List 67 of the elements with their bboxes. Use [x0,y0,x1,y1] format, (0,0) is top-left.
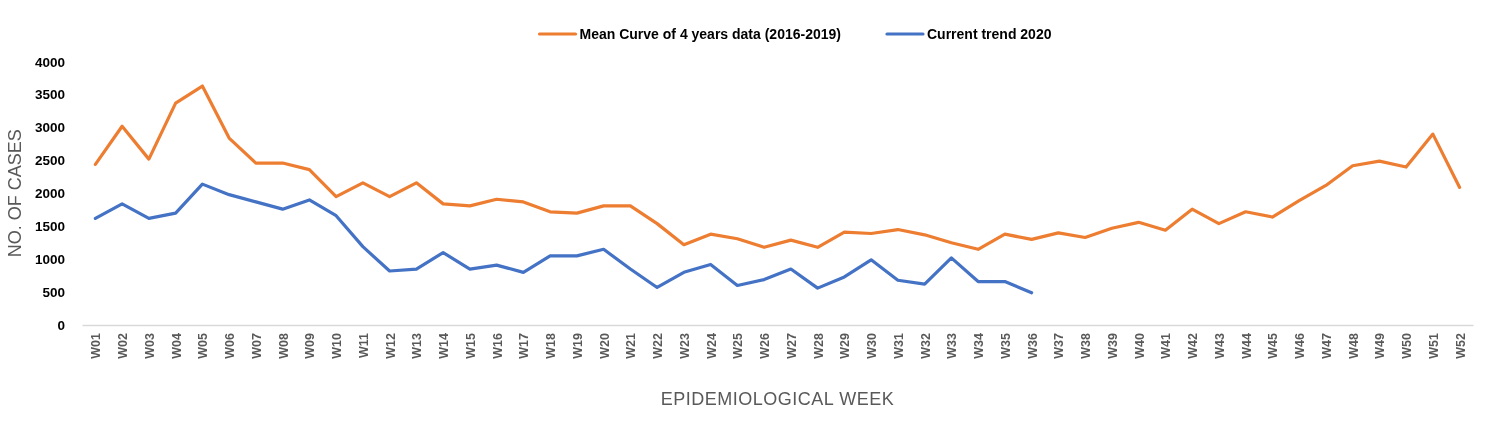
x-tick-label: W11 [356,332,371,359]
x-tick-label: W36 [1025,332,1040,359]
x-tick-label: W32 [918,332,933,359]
y-tick-label: 3500 [34,87,65,103]
x-tick-label: W51 [1426,332,1441,359]
x-tick-label: W24 [704,332,719,359]
x-tick-label: W04 [169,332,184,359]
x-tick-label: W22 [651,332,665,359]
x-tick-label: W34 [972,332,986,359]
y-tick-label: 500 [42,284,65,300]
y-tick-label: 1500 [34,219,65,235]
y-tick-label: 3000 [34,120,65,136]
x-tick-label: W03 [142,332,157,359]
x-tick-label: W50 [1400,332,1414,359]
x-tick-label: W39 [1105,332,1120,359]
y-tick-label: 0 [57,317,65,333]
y-tick-label: 1000 [34,251,65,267]
x-tick-label: W30 [865,332,879,359]
x-tick-label: W08 [276,332,291,359]
y-tick-label: 4000 [34,54,65,70]
x-tick-label: W09 [303,332,318,359]
x-tick-label: W40 [1132,332,1147,359]
x-tick-label: W41 [1159,332,1174,359]
x-tick-label: W49 [1373,332,1388,359]
x-tick-label: W19 [570,332,585,359]
line-series [93,182,1034,295]
y-tick-label: 2500 [34,153,65,169]
x-tick-label: W10 [330,332,344,359]
legend-label: Mean Curve of 4 years data (2016-2019) [579,25,841,42]
x-tick-label: W25 [731,332,746,359]
x-axis-title: EPIDEMIOLOGICAL WEEK [660,389,895,409]
x-tick-label: W05 [196,332,211,359]
x-tick-label: W45 [1266,332,1281,359]
x-tick-label: W07 [249,332,264,359]
x-tick-label: W02 [116,332,130,359]
x-tick-label: W44 [1239,332,1254,359]
x-tick-label: W37 [1052,332,1067,359]
x-tick-label: W18 [544,332,558,359]
x-tick-label: W46 [1293,332,1307,359]
x-tick-label: W35 [998,332,1013,359]
x-tick-label: W48 [1346,332,1361,359]
x-tick-label: W23 [677,332,692,359]
line-series [93,84,1462,251]
x-tick-label: W26 [758,332,772,359]
x-tick-label: W28 [811,332,826,359]
y-axis-title: NO. OF CASES [5,129,25,258]
x-tick-label: W52 [1453,332,1468,359]
x-tick-label: W47 [1319,332,1334,359]
x-tick-label: W21 [624,332,639,359]
legend-label: Current trend 2020 [926,25,1052,42]
x-tick-label: W43 [1212,332,1227,359]
x-tick-label: W15 [463,332,478,359]
x-tick-label: W20 [597,332,612,359]
x-tick-label: W29 [838,332,853,359]
x-tick-label: W16 [490,332,505,359]
x-tick-label: W12 [383,332,398,359]
x-tick-label: W14 [437,332,451,359]
x-tick-label: W27 [784,332,799,359]
x-tick-label: W06 [223,332,237,359]
x-tick-label: W17 [517,332,532,359]
x-tick-label: W31 [891,332,906,359]
x-tick-label: W38 [1079,332,1093,359]
x-tick-label: W01 [89,332,104,359]
y-tick-label: 2000 [34,186,65,202]
x-tick-label: W33 [945,332,960,359]
x-tick-label: W13 [410,332,425,359]
x-tick-label: W42 [1186,332,1200,359]
